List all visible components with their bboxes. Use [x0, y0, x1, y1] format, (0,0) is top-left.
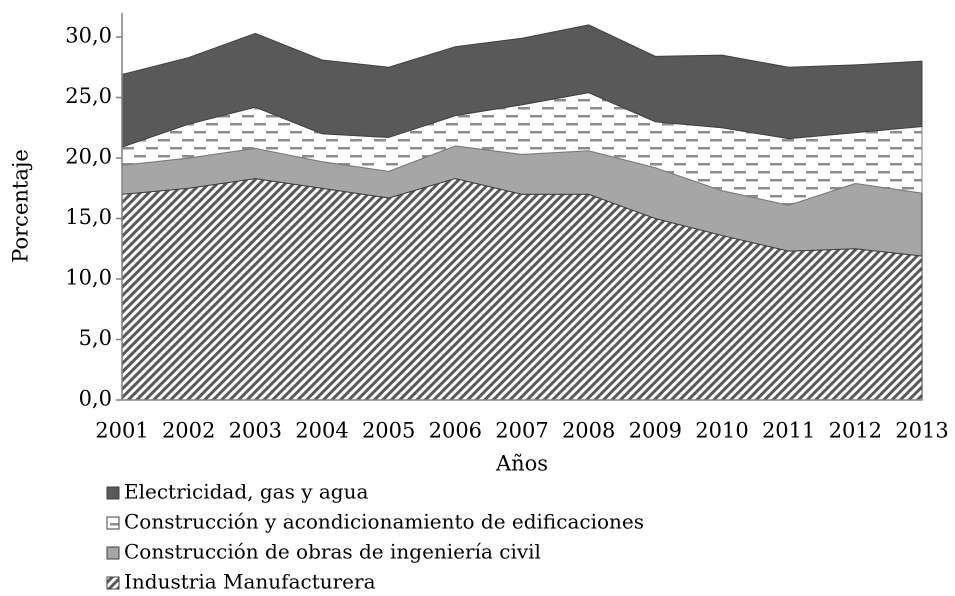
- legend-label: Construcción y acondicionamiento de edif…: [124, 510, 644, 534]
- x-tick-label: 2010: [695, 419, 748, 443]
- x-tick-label: 2001: [95, 419, 148, 443]
- x-tick-label: 2004: [295, 419, 348, 443]
- y-tick-label: 10,0: [65, 266, 112, 290]
- y-tick-label: 30,0: [65, 24, 112, 48]
- x-tick-label: 2007: [495, 419, 548, 443]
- x-tick-label: 2013: [895, 419, 948, 443]
- area: [121, 24, 923, 148]
- legend-swatch: [106, 576, 120, 590]
- y-tick-label: 5,0: [79, 326, 112, 350]
- x-tick-label: 2006: [429, 419, 482, 443]
- legend-label: Construcción de obras de ingeniería civi…: [124, 540, 541, 564]
- y-tick-label: 20,0: [65, 145, 112, 169]
- x-tick-label: 2011: [762, 419, 815, 443]
- legend-label: Industria Manufacturera: [124, 570, 376, 594]
- x-tick-label: 2012: [829, 419, 882, 443]
- x-tick-label: 2008: [562, 419, 615, 443]
- y-tick-label: 0,0: [79, 387, 112, 411]
- x-tick-label: 2005: [362, 419, 415, 443]
- legend-swatch: [106, 486, 120, 500]
- x-tick-label: 2002: [162, 419, 215, 443]
- x-tick-label: 2003: [229, 419, 282, 443]
- legend-swatch: [106, 516, 120, 530]
- y-tick-label: 25,0: [65, 84, 112, 108]
- legend-label: Electricidad, gas y agua: [124, 480, 368, 504]
- x-axis-label: Años: [495, 452, 548, 476]
- y-axis-label: Porcentaje: [9, 149, 33, 263]
- x-tick-label: 2009: [629, 419, 682, 443]
- y-tick-label: 15,0: [65, 205, 112, 229]
- legend-swatch: [106, 546, 120, 560]
